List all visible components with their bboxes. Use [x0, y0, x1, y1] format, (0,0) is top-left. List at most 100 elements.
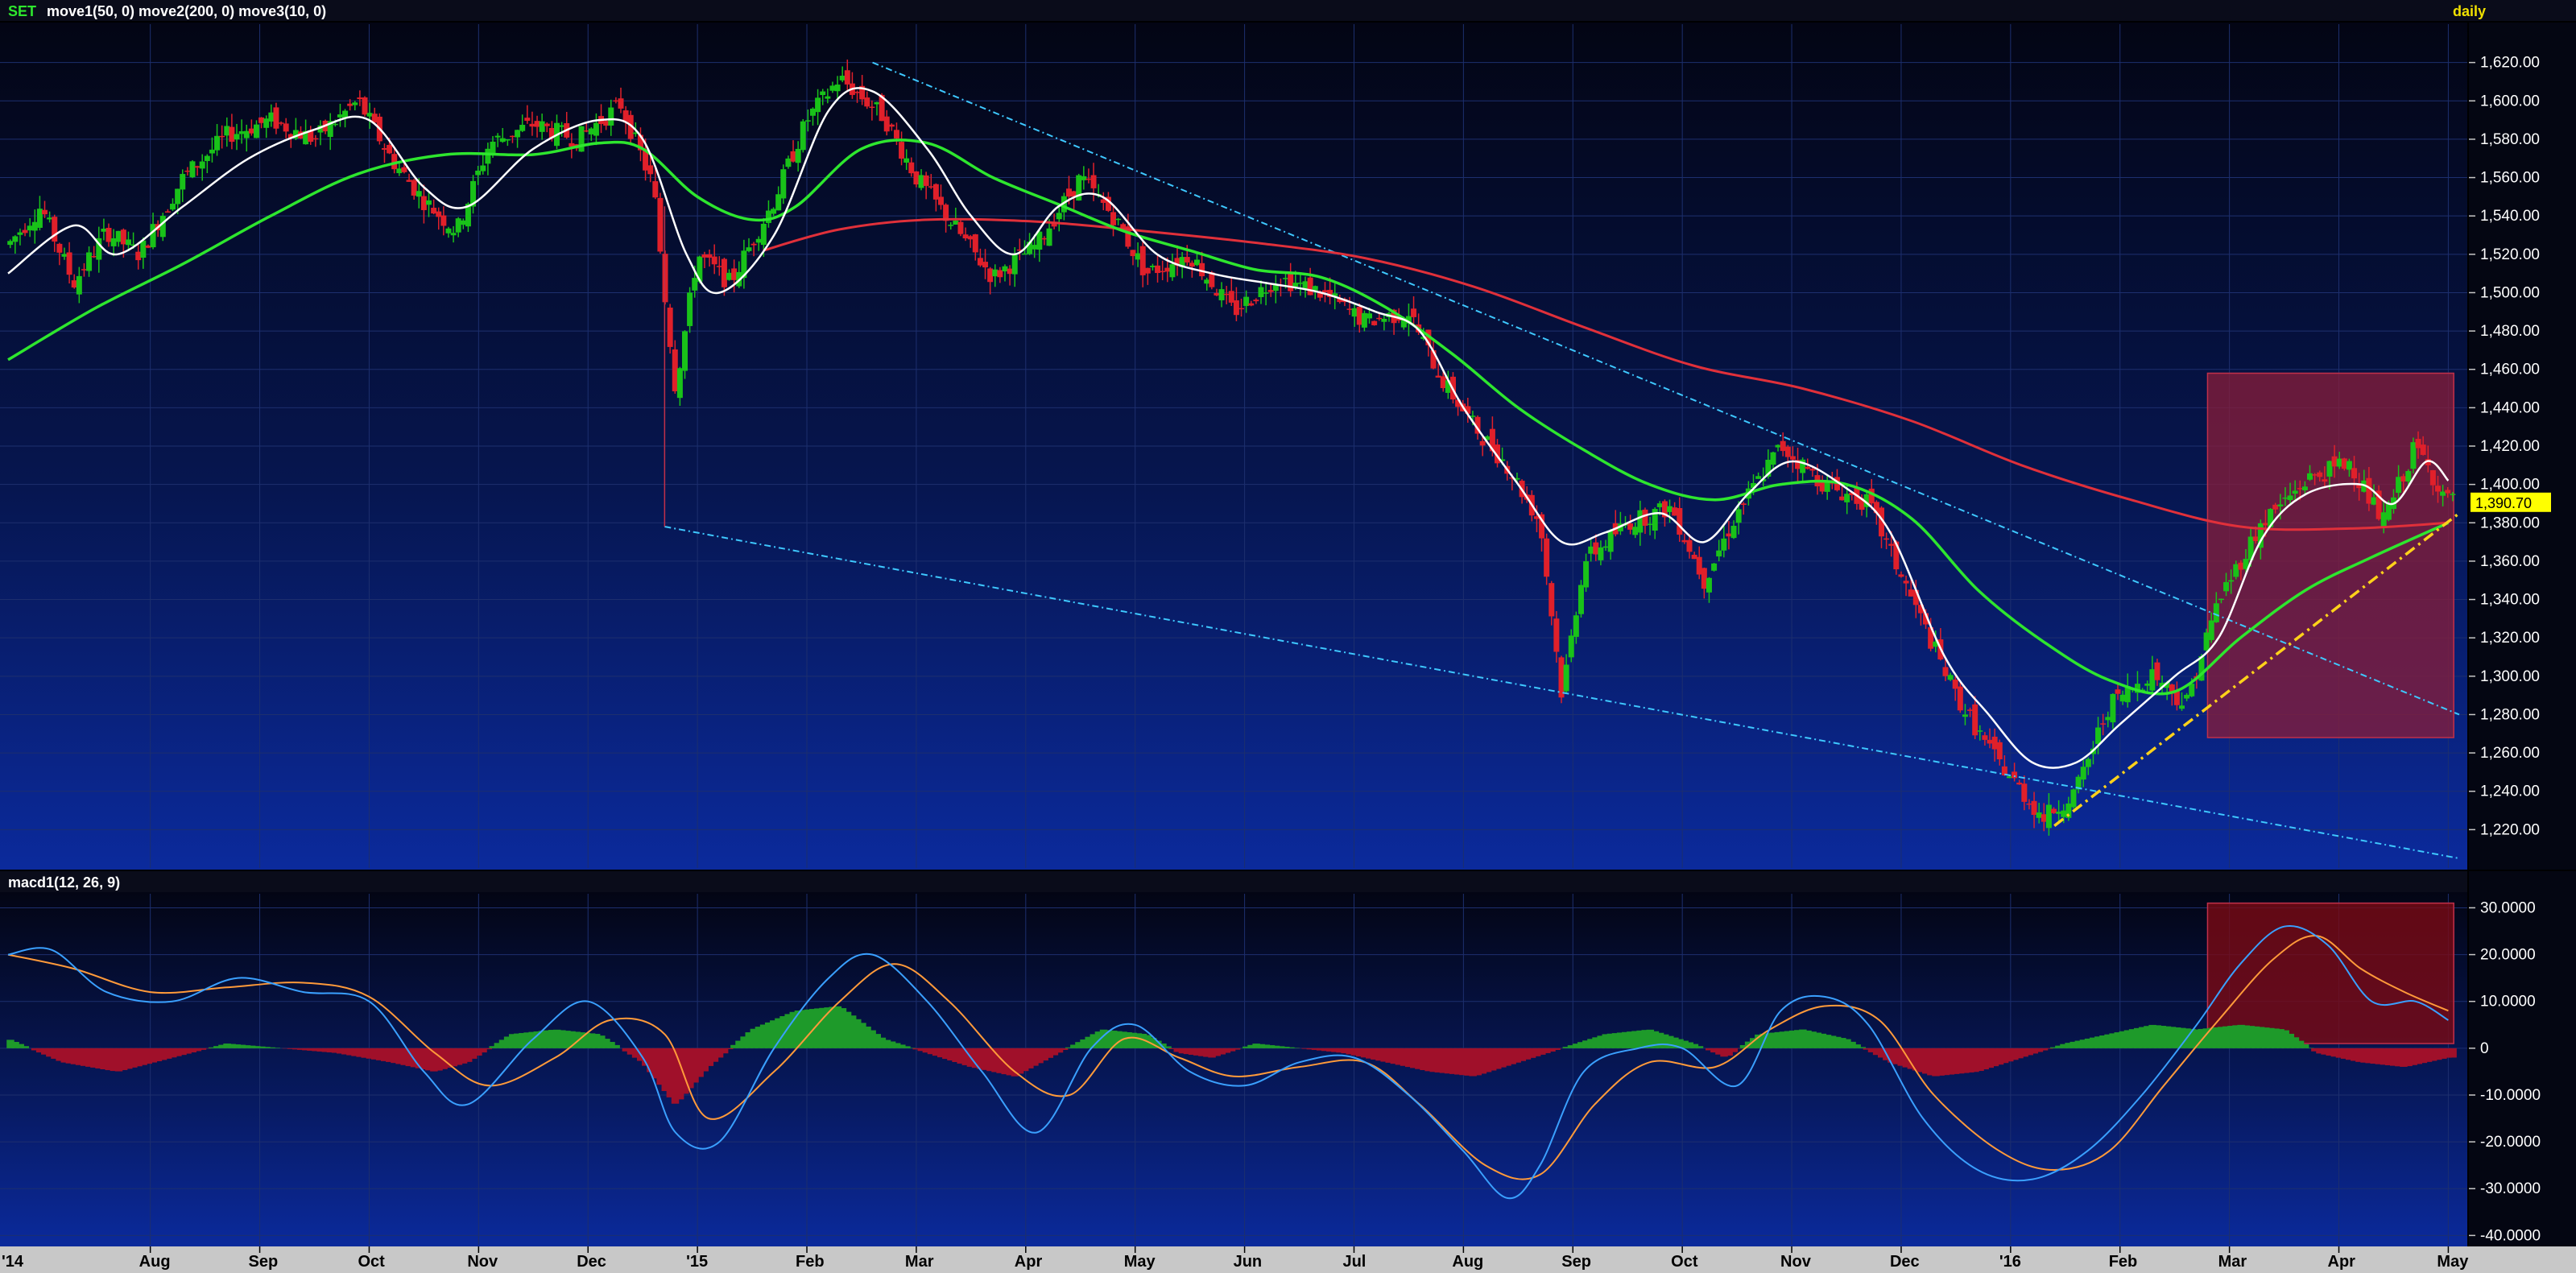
histogram-bar	[312, 1048, 320, 1052]
histogram-bar	[1499, 1048, 1507, 1068]
candle-body	[1996, 742, 2003, 760]
candle-body	[1430, 349, 1437, 369]
histogram-bar	[2400, 1048, 2408, 1067]
candle-body	[1420, 337, 1427, 339]
candle-body	[1982, 735, 1988, 740]
candle-body	[1977, 730, 1983, 732]
histogram-bar	[454, 1048, 463, 1065]
histogram-bar	[971, 1048, 980, 1068]
date-tick-label: Apr	[2328, 1253, 2356, 1271]
candle-body	[1893, 541, 1900, 570]
candle-body	[1288, 273, 1294, 291]
macd-tick-label: 10.0000	[2480, 994, 2536, 1011]
candle-body	[1849, 492, 1855, 495]
histogram-bar	[2276, 1029, 2284, 1048]
candle-body	[110, 238, 117, 246]
histogram-bar	[1415, 1048, 1423, 1069]
candle-body	[1607, 530, 1614, 552]
histogram-bar	[582, 1032, 591, 1048]
candle-body	[1967, 709, 1974, 711]
candle-body	[1292, 283, 1299, 287]
candle-body	[81, 269, 87, 271]
histogram-bar	[2188, 1028, 2196, 1048]
candle-body	[2026, 803, 2032, 805]
candle-body	[352, 102, 358, 105]
histogram-bar	[1872, 1048, 1881, 1056]
candle-body	[1667, 506, 1673, 512]
candle-body	[1032, 245, 1038, 250]
histogram-bar	[770, 1020, 778, 1048]
histogram-bar	[346, 1048, 354, 1056]
histogram-bar	[1538, 1048, 1546, 1055]
histogram-bar	[1863, 1048, 1871, 1050]
histogram-bar	[750, 1028, 759, 1048]
histogram-bar	[2163, 1026, 2172, 1048]
price-tick-label: 1,540.00	[2480, 208, 2540, 225]
candle-body	[2110, 693, 2116, 723]
candle-body	[681, 331, 688, 371]
candle-body	[485, 148, 491, 164]
histogram-bar	[1651, 1031, 1660, 1048]
histogram-bar	[444, 1048, 453, 1068]
price-tick-label: 1,320.00	[2480, 630, 2540, 647]
histogram-bar	[1449, 1048, 1458, 1074]
histogram-bar	[2256, 1027, 2265, 1048]
candle-body	[96, 238, 102, 260]
candle-body	[2243, 559, 2249, 569]
histogram-bar	[1695, 1046, 1704, 1048]
candle-body	[450, 233, 457, 236]
histogram-bar	[2020, 1048, 2028, 1057]
candle-body	[2016, 782, 2023, 785]
histogram-bar	[198, 1048, 207, 1050]
histogram-bar	[1070, 1044, 1078, 1048]
candle-body	[1135, 253, 1141, 260]
histogram-bar	[2104, 1034, 2112, 1048]
histogram-bar	[1730, 1048, 1739, 1052]
histogram-bar	[1469, 1048, 1477, 1077]
candle-body	[312, 138, 319, 140]
candle-body	[548, 127, 555, 138]
histogram-bar	[179, 1048, 187, 1056]
candle-body	[1199, 262, 1205, 277]
candle-body	[2085, 758, 2091, 767]
candle-body	[874, 101, 880, 105]
histogram-bar	[1311, 1048, 1320, 1050]
histogram-bar	[1262, 1044, 1271, 1048]
candle-body	[1928, 627, 1934, 649]
histogram-bar	[1050, 1048, 1059, 1056]
macd-tick-label: 0	[2480, 1040, 2489, 1057]
histogram-bar	[1015, 1048, 1024, 1074]
upper-trendline	[872, 61, 2460, 716]
candle-body	[366, 113, 373, 117]
histogram-bar	[2035, 1048, 2044, 1052]
histogram-bar	[2000, 1048, 2009, 1064]
candle-body	[1789, 456, 1796, 460]
histogram-bar	[2198, 1028, 2206, 1048]
histogram-bar	[425, 1048, 433, 1071]
candle-body	[711, 256, 717, 265]
candle-body	[125, 239, 131, 246]
candle-body	[1297, 283, 1304, 284]
candle-body	[1903, 581, 1909, 584]
candle-body	[967, 236, 974, 240]
candle-body	[475, 170, 482, 176]
price-tick-label: 1,300.00	[2480, 668, 2540, 685]
candle-body	[1056, 213, 1062, 220]
histogram-bar	[1488, 1048, 1497, 1071]
histogram-bar	[292, 1048, 300, 1050]
candle-body	[2012, 771, 2018, 779]
histogram-bar	[1360, 1048, 1369, 1058]
candle-body	[480, 165, 486, 172]
histogram-bar	[2065, 1043, 2073, 1048]
histogram-bar	[1548, 1048, 1556, 1052]
candle-body	[1110, 212, 1117, 225]
candle-body	[1588, 546, 1594, 554]
histogram-bar	[1036, 1048, 1044, 1064]
candle-body	[2307, 473, 2313, 480]
histogram-bar	[1336, 1048, 1344, 1053]
histogram-bar	[1080, 1039, 1088, 1048]
date-tick-label: Mar	[2218, 1253, 2247, 1271]
candle-body	[1351, 308, 1358, 317]
histogram-bar	[1085, 1036, 1093, 1048]
